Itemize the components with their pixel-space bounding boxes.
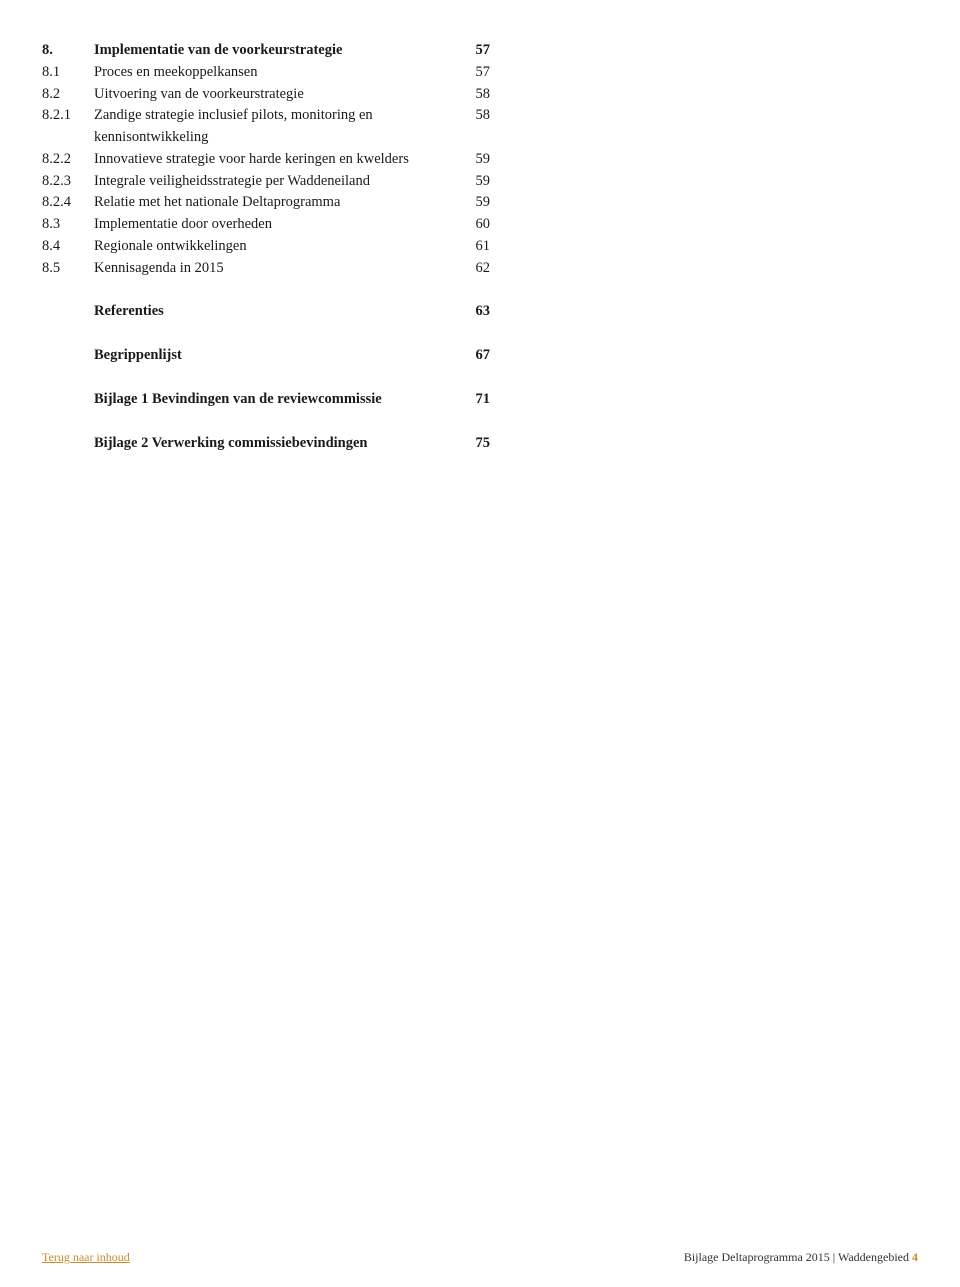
toc-number: 8.2.3 — [42, 171, 94, 193]
footer-doc-title: Bijlage Deltaprogramma 2015 | Waddengebi… — [684, 1250, 918, 1265]
toc-page: 67 — [460, 345, 490, 367]
toc-label: Bijlage 2 Verwerking commissiebevindinge… — [94, 433, 460, 455]
toc-row[interactable]: 8.2.1 Zandige strategie inclusief pilots… — [42, 105, 490, 149]
toc-page: 61 — [460, 236, 490, 258]
toc-label: Uitvoering van de voorkeurstrategie — [94, 84, 460, 106]
toc-section-row[interactable]: Referenties 63 — [42, 301, 490, 323]
toc-label: Kennisagenda in 2015 — [94, 258, 460, 280]
back-to-contents-link[interactable]: Terug naar inhoud — [42, 1250, 130, 1265]
toc-row[interactable]: 8. Implementatie van de voorkeurstrategi… — [42, 40, 490, 62]
toc-number: 8.2.4 — [42, 192, 94, 214]
toc-page: 60 — [460, 214, 490, 236]
toc-label: Implementatie door overheden — [94, 214, 460, 236]
toc-page: 59 — [460, 171, 490, 193]
toc-page: 75 — [460, 433, 490, 455]
toc-page: 57 — [460, 62, 490, 84]
page-footer: Terug naar inhoud Bijlage Deltaprogramma… — [0, 1250, 960, 1265]
toc-page: 59 — [460, 192, 490, 214]
spacer — [42, 323, 490, 345]
toc-label: Integrale veiligheidsstrategie per Wadde… — [94, 171, 460, 193]
toc-number: 8.5 — [42, 258, 94, 280]
toc-number: 8. — [42, 40, 94, 62]
toc-page: 59 — [460, 149, 490, 171]
toc-row[interactable]: 8.4 Regionale ontwikkelingen 61 — [42, 236, 490, 258]
toc-label: Relatie met het nationale Deltaprogramma — [94, 192, 460, 214]
footer-prefix: Bijlage Deltaprogramma 2015 | Waddengebi… — [684, 1250, 909, 1264]
toc-content: 8. Implementatie van de voorkeurstrategi… — [0, 0, 490, 454]
toc-section-row[interactable]: Begrippenlijst 67 — [42, 345, 490, 367]
toc-row[interactable]: 8.2 Uitvoering van de voorkeurstrategie … — [42, 84, 490, 106]
spacer — [42, 279, 490, 301]
toc-section-row[interactable]: Bijlage 1 Bevindingen van de reviewcommi… — [42, 389, 490, 411]
toc-number: 8.3 — [42, 214, 94, 236]
toc-row[interactable]: 8.3 Implementatie door overheden 60 — [42, 214, 490, 236]
footer-page-number: 4 — [912, 1250, 918, 1264]
toc-label: Zandige strategie inclusief pilots, moni… — [94, 105, 460, 149]
toc-number: 8.2 — [42, 84, 94, 106]
toc-label: Referenties — [94, 301, 460, 323]
toc-row[interactable]: 8.2.3 Integrale veiligheidsstrategie per… — [42, 171, 490, 193]
toc-row[interactable]: 8.1 Proces en meekoppelkansen 57 — [42, 62, 490, 84]
toc-page: 71 — [460, 389, 490, 411]
toc-row[interactable]: 8.5 Kennisagenda in 2015 62 — [42, 258, 490, 280]
toc-section-row[interactable]: Bijlage 2 Verwerking commissiebevindinge… — [42, 433, 490, 455]
toc-label: Innovatieve strategie voor harde keringe… — [94, 149, 460, 171]
toc-page: 63 — [460, 301, 490, 323]
toc-label: Implementatie van de voorkeurstrategie — [94, 40, 460, 62]
toc-number: 8.1 — [42, 62, 94, 84]
toc-label: Bijlage 1 Bevindingen van de reviewcommi… — [94, 389, 460, 411]
spacer — [42, 411, 490, 433]
toc-row[interactable]: 8.2.2 Innovatieve strategie voor harde k… — [42, 149, 490, 171]
toc-page: 62 — [460, 258, 490, 280]
spacer — [42, 367, 490, 389]
toc-page: 58 — [460, 105, 490, 127]
toc-row[interactable]: 8.2.4 Relatie met het nationale Deltapro… — [42, 192, 490, 214]
toc-number: 8.4 — [42, 236, 94, 258]
toc-label: Proces en meekoppelkansen — [94, 62, 460, 84]
toc-page: 57 — [460, 40, 490, 62]
toc-page: 58 — [460, 84, 490, 106]
toc-label: Begrippenlijst — [94, 345, 460, 367]
toc-number: 8.2.1 — [42, 105, 94, 127]
toc-number: 8.2.2 — [42, 149, 94, 171]
toc-label: Regionale ontwikkelingen — [94, 236, 460, 258]
